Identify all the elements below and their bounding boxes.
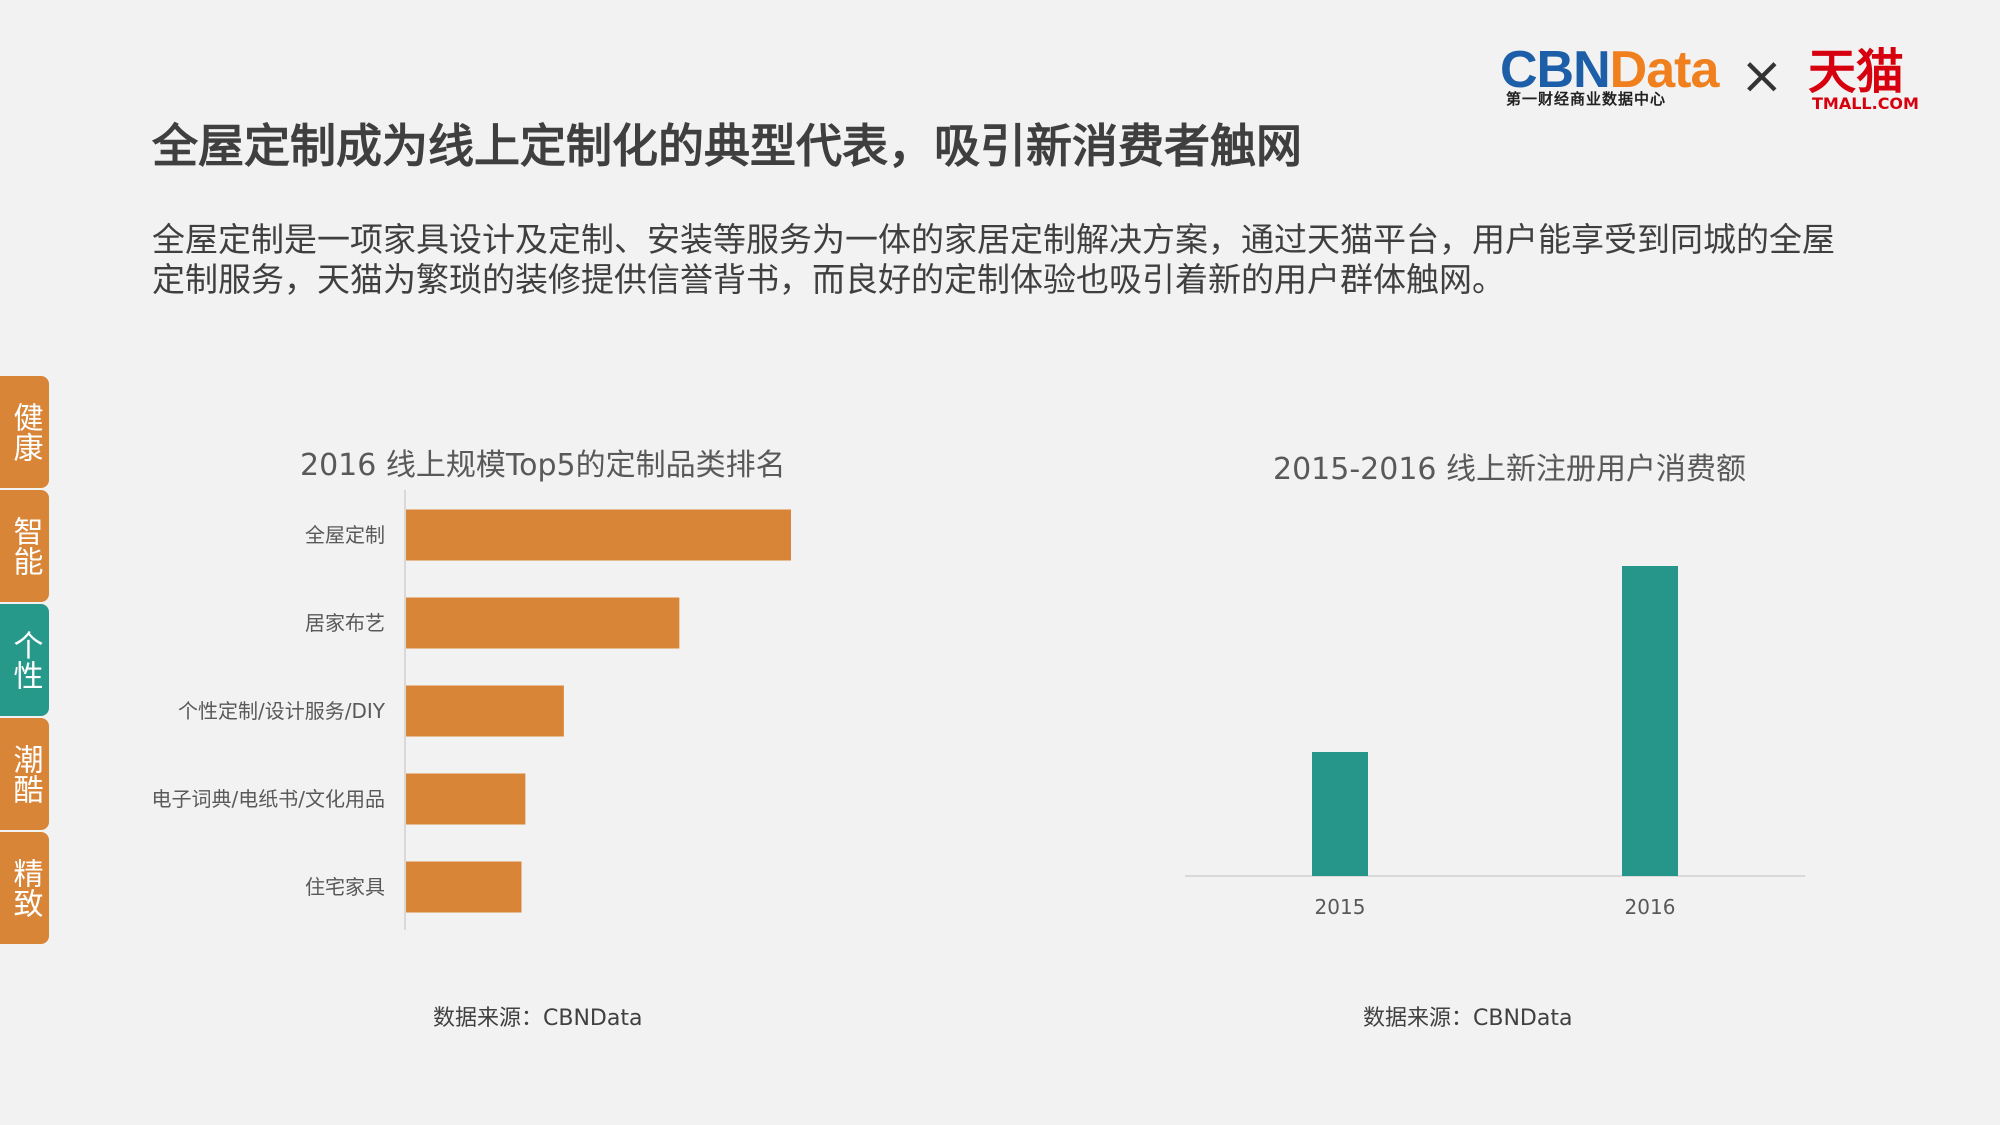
page-description: 全屋定制是一项家具设计及定制、安装等服务为一体的家居定制解决方案，通过天猫平台，… <box>152 220 1835 299</box>
bar-3 <box>406 773 526 825</box>
category-label-4: 住宅家具 <box>305 875 385 899</box>
bar-0 <box>406 509 791 561</box>
data-logo-text: Data <box>1609 41 1720 99</box>
side-tab-refined[interactable]: 精致 <box>0 832 49 944</box>
chart-left-title: 2016 线上规模Top5的定制品类排名 <box>300 448 786 483</box>
side-tab-personal[interactable]: 个性 <box>0 604 49 716</box>
side-tab-smart[interactable]: 智能 <box>0 490 49 602</box>
bar-2 <box>406 685 564 737</box>
logo-area: CBNData 第一财经商业数据中心 × 天猫 TMALL.COM <box>1500 40 1919 120</box>
tmall-logo-en: TMALL.COM <box>1812 94 1919 113</box>
cbndata-logo-subtitle: 第一财经商业数据中心 <box>1506 90 1667 108</box>
tick-label-2016: 2016 <box>1625 895 1676 919</box>
category-label-0: 全屋定制 <box>305 523 385 547</box>
category-label-1: 居家布艺 <box>305 611 385 635</box>
cbn-logo-text: CBN <box>1500 41 1611 99</box>
chart-left-source: 数据来源：CBNData <box>433 1006 643 1031</box>
collab-times-icon: × <box>1740 46 1784 106</box>
tmall-logo: 天猫 <box>1808 44 1905 100</box>
tick-label-2015: 2015 <box>1315 895 1366 919</box>
bar-2015 <box>1312 752 1368 876</box>
category-label-2: 个性定制/设计服务/DIY <box>178 699 386 723</box>
chart-right: 2015 2016 <box>1185 566 1805 919</box>
side-tab-health[interactable]: 健康 <box>0 376 49 488</box>
bar-1 <box>406 597 680 649</box>
category-label-3: 电子词典/电纸书/文化用品 <box>152 787 385 811</box>
cbndata-logo: CBNData <box>1500 40 1720 100</box>
page-title: 全屋定制成为线上定制化的典型代表，吸引新消费者触网 <box>152 119 1302 173</box>
bar-4 <box>406 861 522 913</box>
bar-2016 <box>1622 566 1678 876</box>
side-tab-cool[interactable]: 潮酷 <box>0 718 49 830</box>
chart-right-title: 2015-2016 线上新注册用户消费额 <box>1273 452 1747 487</box>
chart-right-source: 数据来源：CBNData <box>1363 1006 1573 1031</box>
